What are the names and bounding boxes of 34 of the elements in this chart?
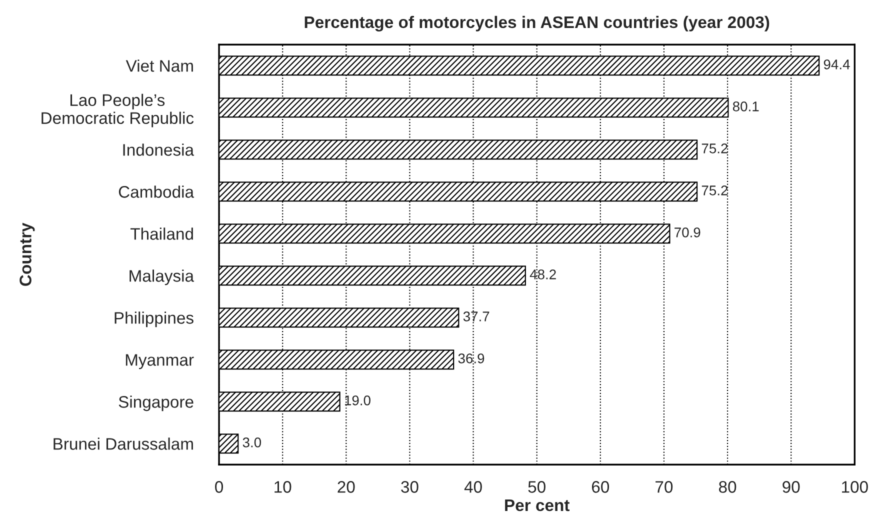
data-label: 36.9 <box>458 354 484 364</box>
y-tick-label: Singapore <box>118 396 194 412</box>
x-tick-label: 100 <box>842 481 868 493</box>
y-tick-label: Malaysia <box>130 270 194 286</box>
chart-title: Percentage of motorcycles in ASEAN countries (year 2003) <box>304 16 770 32</box>
x-tick-label: 20 <box>338 481 355 493</box>
data-label: 48.2 <box>530 270 556 280</box>
x-tick-label: 90 <box>782 481 800 493</box>
x-tick-label: 60 <box>592 481 610 493</box>
x-tick-label: 10 <box>274 481 292 493</box>
data-label: 94.4 <box>824 60 850 70</box>
x-tick-label: 30 <box>401 481 418 493</box>
data-label: 19.0 <box>345 396 370 406</box>
y-tick-label: Myanmar <box>126 354 194 370</box>
x-axis-title: Per cent <box>505 500 570 512</box>
data-label: 37.7 <box>463 312 490 322</box>
data-label: 75.2 <box>702 186 728 196</box>
x-tick-label: 50 <box>528 481 546 493</box>
data-label: 3.0 <box>242 438 262 448</box>
y-tick-label: Brunei Darussalam <box>54 438 193 450</box>
y-tick-label: Viet Nam <box>126 60 193 72</box>
y-tick-label: Lao People’s Democratic Republic <box>42 94 194 128</box>
x-tick-label: 70 <box>656 481 673 493</box>
data-label: 70.9 <box>674 228 700 238</box>
y-tick-label: Thailand <box>130 228 193 240</box>
y-axis-title: Country <box>20 222 35 286</box>
x-tick-label: 0 <box>215 481 224 493</box>
data-label: 80.1 <box>732 102 759 112</box>
y-tick-label: Indonesia <box>123 144 194 156</box>
data-label: 75.2 <box>702 144 728 154</box>
x-tick-label: 40 <box>464 481 482 493</box>
y-tick-label: Philippines <box>114 312 194 328</box>
y-tick-label: Cambodia <box>118 186 194 198</box>
x-tick-label: 80 <box>718 481 736 493</box>
